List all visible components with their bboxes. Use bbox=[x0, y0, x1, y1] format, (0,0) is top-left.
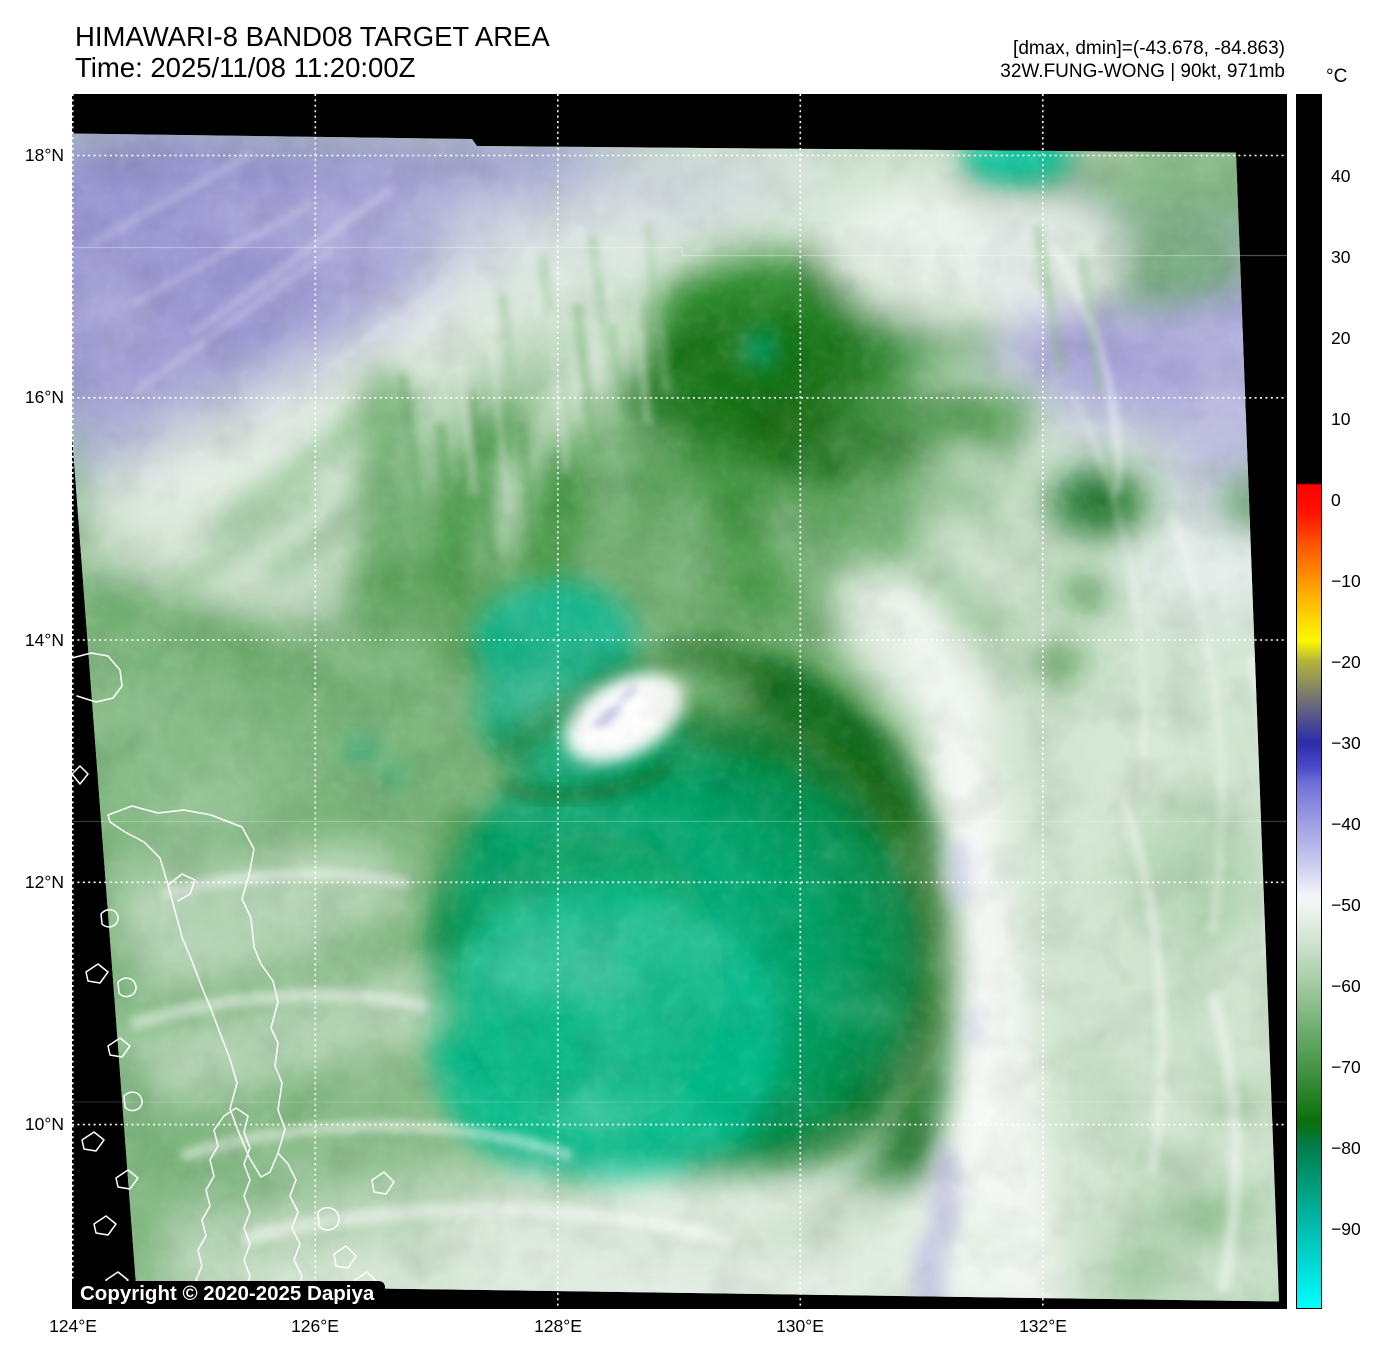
svg-text:Copyright © 2020-2025 Dapiya: Copyright © 2020-2025 Dapiya bbox=[80, 1282, 375, 1305]
